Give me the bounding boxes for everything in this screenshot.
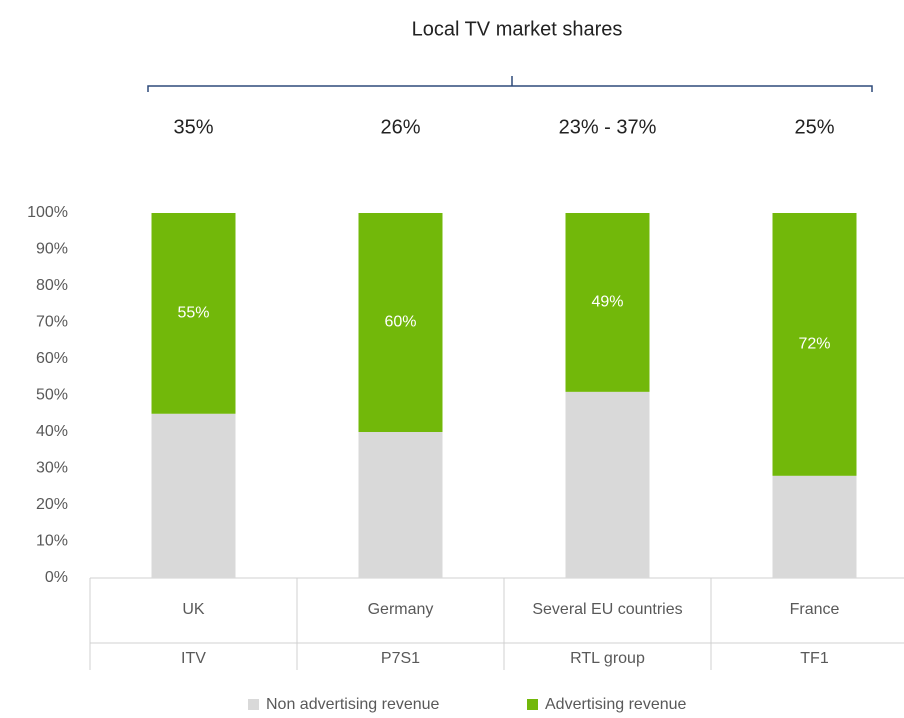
market-share-label: 25% [794, 116, 834, 138]
x-subtick-label: P7S1 [381, 650, 420, 667]
legend-label: Non advertising revenue [266, 696, 440, 713]
x-tick-label: Germany [368, 601, 434, 618]
legend-label: Advertising revenue [545, 696, 687, 713]
y-tick-label: 60% [36, 350, 68, 367]
y-tick-label: 80% [36, 277, 68, 294]
bar-segment [358, 213, 443, 432]
y-tick-label: 30% [36, 460, 68, 477]
x-subtick-label: TF1 [800, 650, 829, 667]
y-tick-label: 100% [27, 204, 68, 221]
y-tick-label: 50% [36, 387, 68, 404]
x-tick-label: France [790, 601, 840, 618]
y-tick-label: 70% [36, 314, 68, 331]
bar-segment [151, 413, 236, 578]
data-label: 60% [384, 314, 416, 331]
bar-segment [565, 213, 650, 392]
bar-segment [772, 213, 857, 476]
data-label: 72% [798, 336, 830, 353]
data-label: 55% [177, 305, 209, 322]
bar-segment [358, 432, 443, 578]
x-tick-label: UK [182, 601, 205, 618]
x-tick-label: Several EU countries [532, 601, 682, 618]
x-subtick-label: ITV [181, 650, 206, 667]
market-share-label: 23% - 37% [559, 116, 657, 138]
y-tick-label: 10% [36, 533, 68, 550]
bar-segment [151, 213, 236, 414]
legend-swatch [527, 699, 538, 710]
y-tick-label: 90% [36, 241, 68, 258]
legend-swatch [248, 699, 259, 710]
market-share-label: 26% [380, 116, 420, 138]
y-tick-label: 0% [45, 569, 68, 586]
x-subtick-label: RTL group [570, 650, 645, 667]
bar-segment [565, 391, 650, 578]
y-tick-label: 20% [36, 496, 68, 513]
y-tick-label: 40% [36, 423, 68, 440]
market-share-label: 35% [173, 116, 213, 138]
chart-title: Local TV market shares [412, 18, 623, 40]
bracket [147, 76, 873, 92]
bar-segment [772, 475, 857, 578]
data-label: 49% [591, 294, 623, 311]
